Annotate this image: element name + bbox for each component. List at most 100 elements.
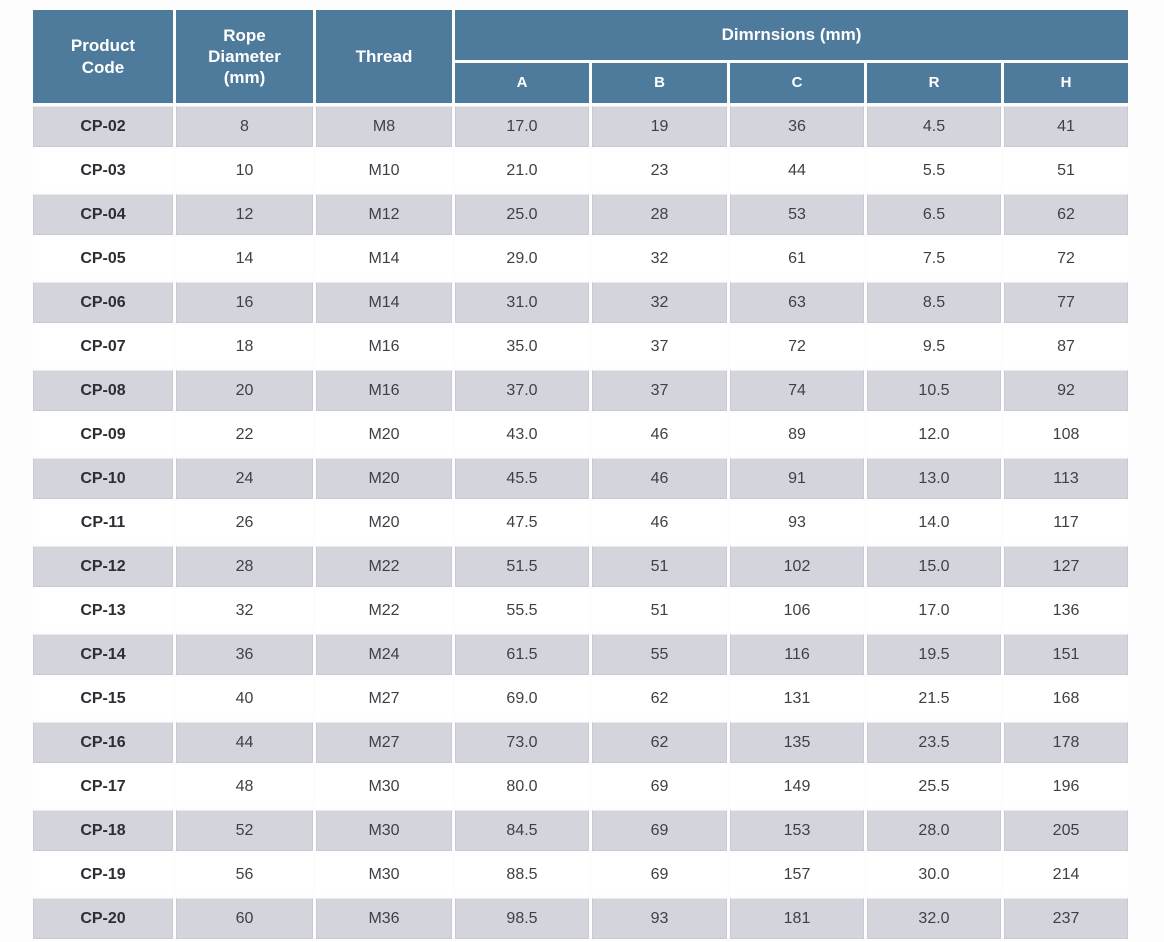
col-header-product-code: Product Code xyxy=(33,10,173,103)
cell-dim-h: 151 xyxy=(1004,634,1129,675)
cell-thread: M16 xyxy=(316,370,452,411)
cell-product-code: CP-09 xyxy=(33,414,173,455)
cell-dim-r: 28.0 xyxy=(867,810,1001,851)
cell-thread: M20 xyxy=(316,458,452,499)
cell-dim-a: 51.5 xyxy=(455,546,589,587)
cell-dim-c: 63 xyxy=(730,282,864,323)
cell-rope-diameter: 40 xyxy=(176,678,313,719)
cell-dim-b: 32 xyxy=(592,282,727,323)
cell-dim-h: 62 xyxy=(1004,194,1129,235)
cell-dim-r: 10.5 xyxy=(867,370,1001,411)
cell-dim-b: 32 xyxy=(592,238,727,279)
cell-rope-diameter: 14 xyxy=(176,238,313,279)
cell-dim-h: 108 xyxy=(1004,414,1129,455)
cell-dim-r: 32.0 xyxy=(867,898,1001,939)
cell-thread: M22 xyxy=(316,590,452,631)
cell-dim-a: 47.5 xyxy=(455,502,589,543)
cell-product-code: CP-19 xyxy=(33,854,173,895)
cell-rope-diameter: 10 xyxy=(176,150,313,191)
col-header-rope-diameter: Rope Diameter (mm) xyxy=(176,10,313,103)
col-header-dimensions: Dimrnsions (mm) xyxy=(455,10,1129,60)
cell-thread: M20 xyxy=(316,502,452,543)
table-row: CP-19 56 M30 88.5 69 157 30.0 214 xyxy=(33,854,1129,895)
cell-product-code: CP-10 xyxy=(33,458,173,499)
cell-dim-c: 53 xyxy=(730,194,864,235)
table-row: CP-15 40 M27 69.0 62 131 21.5 168 xyxy=(33,678,1129,719)
cell-dim-a: 69.0 xyxy=(455,678,589,719)
table-row: CP-07 18 M16 35.0 37 72 9.5 87 xyxy=(33,326,1129,367)
cell-dim-a: 55.5 xyxy=(455,590,589,631)
cell-rope-diameter: 26 xyxy=(176,502,313,543)
cell-dim-c: 91 xyxy=(730,458,864,499)
cell-dim-c: 131 xyxy=(730,678,864,719)
cell-dim-h: 41 xyxy=(1004,106,1129,147)
col-header-dim-c: C xyxy=(730,63,864,103)
cell-dim-h: 237 xyxy=(1004,898,1129,939)
cell-dim-b: 37 xyxy=(592,326,727,367)
cell-dim-h: 136 xyxy=(1004,590,1129,631)
table-row: CP-03 10 M10 21.0 23 44 5.5 51 xyxy=(33,150,1129,191)
cell-dim-r: 17.0 xyxy=(867,590,1001,631)
cell-dim-c: 135 xyxy=(730,722,864,763)
cell-product-code: CP-05 xyxy=(33,238,173,279)
cell-dim-h: 77 xyxy=(1004,282,1129,323)
table-row: CP-11 26 M20 47.5 46 93 14.0 117 xyxy=(33,502,1129,543)
cell-product-code: CP-12 xyxy=(33,546,173,587)
cell-thread: M14 xyxy=(316,238,452,279)
cell-product-code: CP-06 xyxy=(33,282,173,323)
table-row: CP-20 60 M36 98.5 93 181 32.0 237 xyxy=(33,898,1129,939)
cell-dim-h: 51 xyxy=(1004,150,1129,191)
cell-product-code: CP-20 xyxy=(33,898,173,939)
table-row: CP-17 48 M30 80.0 69 149 25.5 196 xyxy=(33,766,1129,807)
col-header-dim-a: A xyxy=(455,63,589,103)
cell-product-code: CP-02 xyxy=(33,106,173,147)
cell-dim-a: 80.0 xyxy=(455,766,589,807)
table-row: CP-04 12 M12 25.0 28 53 6.5 62 xyxy=(33,194,1129,235)
table-row: CP-18 52 M30 84.5 69 153 28.0 205 xyxy=(33,810,1129,851)
cell-product-code: CP-14 xyxy=(33,634,173,675)
cell-dim-b: 46 xyxy=(592,502,727,543)
cell-dim-c: 106 xyxy=(730,590,864,631)
cell-dim-b: 62 xyxy=(592,678,727,719)
cell-dim-r: 12.0 xyxy=(867,414,1001,455)
cell-dim-a: 61.5 xyxy=(455,634,589,675)
cell-dim-a: 73.0 xyxy=(455,722,589,763)
cell-dim-h: 113 xyxy=(1004,458,1129,499)
cell-dim-a: 35.0 xyxy=(455,326,589,367)
cell-dim-r: 8.5 xyxy=(867,282,1001,323)
cell-product-code: CP-13 xyxy=(33,590,173,631)
cell-dim-r: 15.0 xyxy=(867,546,1001,587)
cell-dim-h: 127 xyxy=(1004,546,1129,587)
cell-thread: M27 xyxy=(316,678,452,719)
cell-dim-h: 205 xyxy=(1004,810,1129,851)
cell-dim-b: 37 xyxy=(592,370,727,411)
table-row: CP-16 44 M27 73.0 62 135 23.5 178 xyxy=(33,722,1129,763)
cell-dim-b: 93 xyxy=(592,898,727,939)
cell-dim-a: 17.0 xyxy=(455,106,589,147)
cell-dim-a: 21.0 xyxy=(455,150,589,191)
cell-dim-c: 181 xyxy=(730,898,864,939)
table-row: CP-06 16 M14 31.0 32 63 8.5 77 xyxy=(33,282,1129,323)
cell-dim-r: 7.5 xyxy=(867,238,1001,279)
cell-rope-diameter: 60 xyxy=(176,898,313,939)
cell-thread: M27 xyxy=(316,722,452,763)
cell-dim-r: 13.0 xyxy=(867,458,1001,499)
cell-dim-a: 45.5 xyxy=(455,458,589,499)
cell-dim-a: 84.5 xyxy=(455,810,589,851)
cell-rope-diameter: 12 xyxy=(176,194,313,235)
table-row: CP-09 22 M20 43.0 46 89 12.0 108 xyxy=(33,414,1129,455)
cell-dim-b: 23 xyxy=(592,150,727,191)
table-row: CP-12 28 M22 51.5 51 102 15.0 127 xyxy=(33,546,1129,587)
cell-dim-c: 74 xyxy=(730,370,864,411)
cell-dim-b: 69 xyxy=(592,854,727,895)
cell-product-code: CP-18 xyxy=(33,810,173,851)
cell-dim-c: 149 xyxy=(730,766,864,807)
col-header-thread: Thread xyxy=(316,10,452,103)
cell-dim-c: 153 xyxy=(730,810,864,851)
cell-thread: M20 xyxy=(316,414,452,455)
cell-dim-c: 102 xyxy=(730,546,864,587)
table-row: CP-13 32 M22 55.5 51 106 17.0 136 xyxy=(33,590,1129,631)
table-row: CP-10 24 M20 45.5 46 91 13.0 113 xyxy=(33,458,1129,499)
cell-product-code: CP-17 xyxy=(33,766,173,807)
cell-dim-b: 69 xyxy=(592,766,727,807)
